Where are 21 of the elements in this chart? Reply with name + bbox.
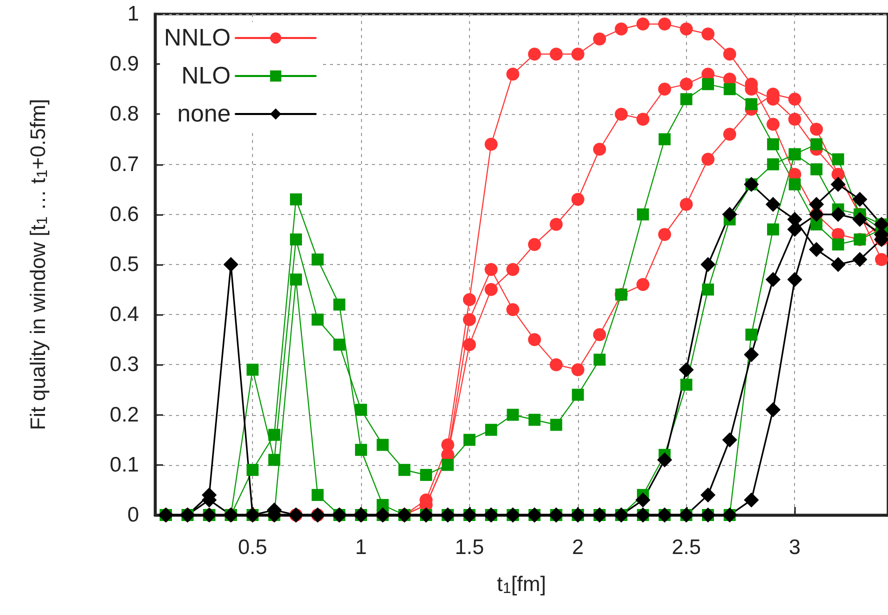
y-tick-label: 0.2	[110, 403, 139, 426]
legend-label: none	[177, 100, 231, 128]
x-tick-label: 0.5	[238, 536, 268, 559]
legend-label: NNLO	[164, 24, 231, 52]
x-tick-label: 2.5	[672, 536, 701, 559]
y-tick-label: 0.5	[110, 253, 139, 276]
y-tick-label: 0.7	[110, 152, 139, 176]
y-axis-title: Fit quality in window [t1 … t1+0.5fm]	[27, 98, 51, 430]
y-tick-label: 0.1	[110, 453, 139, 476]
x-tick-label: 1	[355, 536, 367, 559]
y-tick-label: 0.3	[110, 353, 139, 376]
y-tick-label: 0.4	[110, 303, 140, 326]
x-tick-label: 3	[788, 536, 801, 559]
y-tick-label: 0.6	[110, 202, 139, 226]
y-tick-label: 0	[127, 504, 139, 526]
x-tick-label: 2	[572, 536, 584, 559]
legend-label: NLO	[181, 62, 231, 90]
y-tick-label: 0.8	[110, 102, 139, 126]
y-tick-label: 0.9	[110, 52, 139, 76]
x-tick-label: 1.5	[454, 536, 484, 559]
y-tick-label: 1	[127, 2, 139, 26]
